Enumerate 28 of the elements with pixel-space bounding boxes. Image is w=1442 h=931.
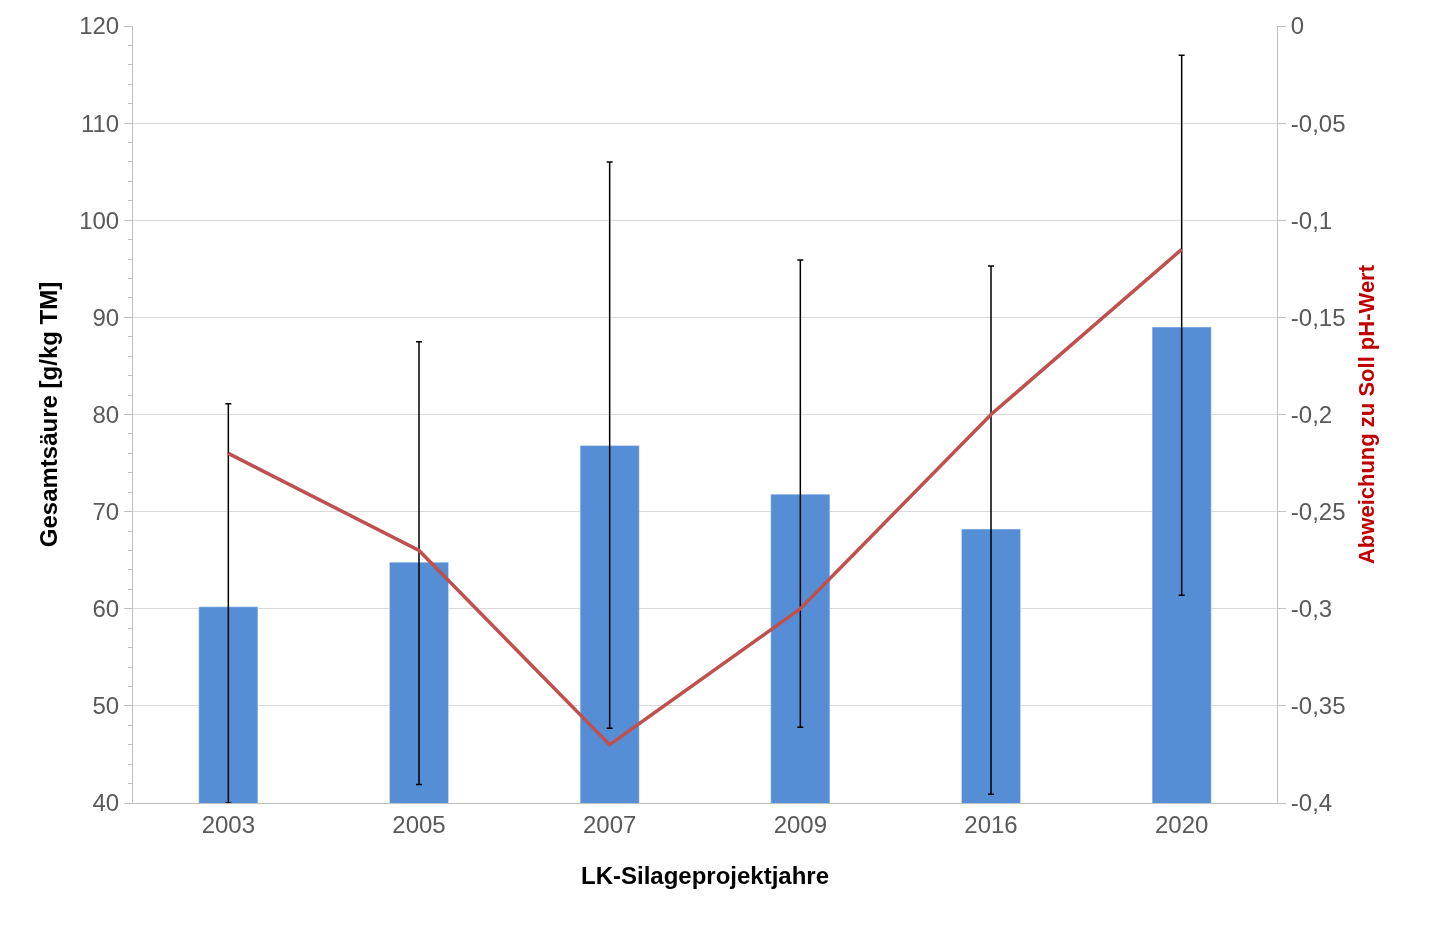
y2-tick-label: -0,15 (1290, 303, 1346, 331)
y-tick-label: 60 (92, 595, 120, 623)
x-tick-label: 2003 (201, 810, 256, 838)
y-tick-label: 50 (92, 692, 120, 720)
y-tick-label: 80 (92, 400, 120, 428)
y-axis-title: Gesamtsäure [g/kg TM] (35, 281, 63, 548)
y2-tick-label: -0,4 (1290, 789, 1333, 817)
line-series (226, 247, 1184, 747)
y-tick-label: 120 (79, 12, 120, 40)
x-tick-label: 2009 (773, 810, 828, 838)
x-tick-label: 2016 (964, 810, 1018, 838)
y-tick-label: 70 (92, 498, 120, 526)
y2-tick-label: 0 (1290, 12, 1305, 40)
y2-tick-label: -0,3 (1290, 595, 1333, 623)
y2-axis-title: Abweichung zu Soll pH-Wert (1354, 264, 1380, 565)
x-axis-title: LK-Silageprojektjahre (580, 862, 830, 890)
y2-tick-label: -0,25 (1290, 498, 1346, 526)
y2-tick-label: -0,2 (1290, 400, 1333, 428)
y2-tick-label: -0,05 (1290, 109, 1346, 137)
x-tick-label: 2007 (582, 810, 637, 838)
y2-tick-label: -0,1 (1290, 206, 1333, 234)
y-tick-label: 100 (79, 206, 120, 234)
y-tick-label: 90 (92, 303, 120, 331)
x-tick-label: 2005 (392, 810, 446, 838)
y-tick-label: 40 (92, 789, 120, 817)
y2-tick-label: -0,35 (1290, 692, 1346, 720)
x-tick-label: 2020 (1154, 810, 1209, 838)
y-tick-label: 110 (80, 109, 120, 137)
